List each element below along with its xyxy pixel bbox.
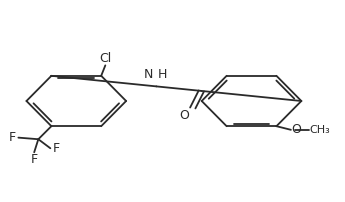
Text: F: F [9,131,16,144]
Text: N: N [144,68,154,81]
Text: O: O [292,123,302,136]
Text: F: F [52,142,60,155]
Text: O: O [179,109,189,122]
Text: Cl: Cl [99,52,111,65]
Text: F: F [31,154,38,166]
Text: H: H [158,68,167,81]
Text: CH₃: CH₃ [310,125,331,135]
